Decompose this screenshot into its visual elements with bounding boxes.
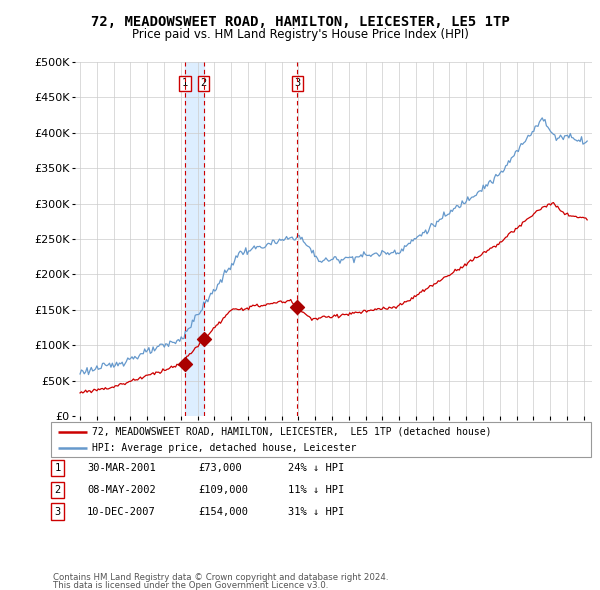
Text: This data is licensed under the Open Government Licence v3.0.: This data is licensed under the Open Gov… [53, 581, 328, 590]
Text: £109,000: £109,000 [198, 485, 248, 494]
Text: Price paid vs. HM Land Registry's House Price Index (HPI): Price paid vs. HM Land Registry's House … [131, 28, 469, 41]
Text: 72, MEADOWSWEET ROAD, HAMILTON, LEICESTER, LE5 1TP: 72, MEADOWSWEET ROAD, HAMILTON, LEICESTE… [91, 15, 509, 29]
Text: 11% ↓ HPI: 11% ↓ HPI [288, 485, 344, 494]
Text: 08-MAY-2002: 08-MAY-2002 [87, 485, 156, 494]
Point [180, 359, 190, 369]
Text: 30-MAR-2001: 30-MAR-2001 [87, 463, 156, 473]
Text: 24% ↓ HPI: 24% ↓ HPI [288, 463, 344, 473]
Bar [185, 62, 203, 416]
Text: Contains HM Land Registry data © Crown copyright and database right 2024.: Contains HM Land Registry data © Crown c… [53, 572, 388, 582]
Text: 72, MEADOWSWEET ROAD, HAMILTON, LEICESTER,  LE5 1TP (detached house): 72, MEADOWSWEET ROAD, HAMILTON, LEICESTE… [92, 427, 491, 437]
Text: £154,000: £154,000 [198, 507, 248, 516]
Text: 3: 3 [294, 78, 301, 88]
Text: £73,000: £73,000 [198, 463, 242, 473]
Text: 2: 2 [55, 485, 61, 494]
Point [199, 334, 208, 343]
Text: 31% ↓ HPI: 31% ↓ HPI [288, 507, 344, 516]
Text: 1: 1 [182, 78, 188, 88]
Text: 2: 2 [200, 78, 207, 88]
Text: HPI: Average price, detached house, Leicester: HPI: Average price, detached house, Leic… [92, 444, 356, 453]
Text: 3: 3 [55, 507, 61, 516]
Text: 10-DEC-2007: 10-DEC-2007 [87, 507, 156, 516]
Point [293, 302, 302, 312]
Text: 1: 1 [55, 463, 61, 473]
